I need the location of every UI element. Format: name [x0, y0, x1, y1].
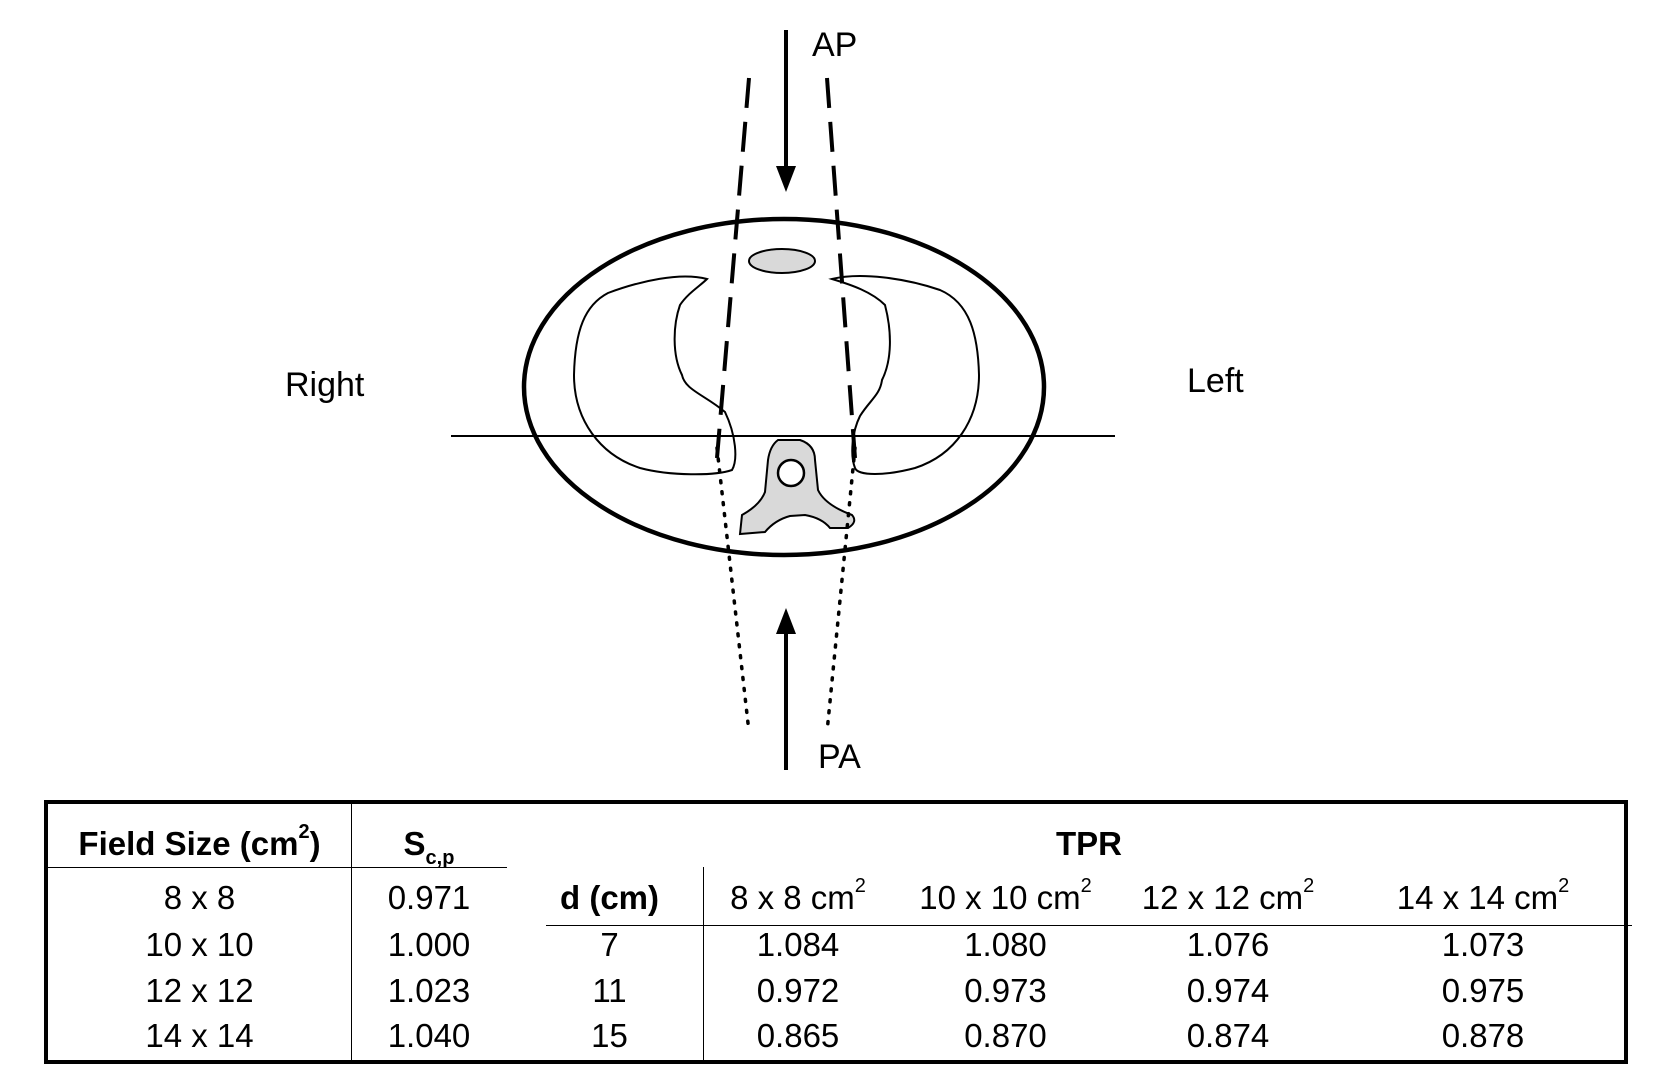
- tpr-value-cell: 0.975: [1441, 972, 1525, 1009]
- scp-cell: 1.000: [387, 926, 471, 963]
- tpr-value-cell: 0.973: [964, 972, 1047, 1009]
- tpr-value-cell: 0.865: [756, 1017, 840, 1054]
- ap-beam-field-edges: [715, 77, 857, 459]
- body-outline: [521, 216, 1047, 558]
- left-label: Left: [1187, 362, 1244, 400]
- scp-cell: 1.023: [387, 972, 471, 1009]
- tpr-value-cell: 0.974: [1186, 972, 1270, 1009]
- tpr-value-cell: 0.874: [1186, 1017, 1270, 1054]
- tpr-header: TPR: [1056, 825, 1122, 862]
- pa-label: PA: [818, 738, 861, 776]
- table-rule-tpr: [546, 925, 1632, 926]
- spinal-canal: [776, 458, 806, 488]
- tpr-value-cell: 1.076: [1186, 926, 1270, 963]
- ap-label: AP: [812, 26, 857, 64]
- tpr-value-cell: 0.870: [964, 1017, 1047, 1054]
- patient-cross-section-diagram: AP PA Right Left: [285, 26, 1244, 776]
- tpr-value-cell: 1.073: [1441, 926, 1525, 963]
- field-size-header: Field Size (cm2): [78, 821, 321, 862]
- right-lung: [572, 275, 737, 476]
- pa-beam-arrow: [776, 608, 796, 770]
- pa-beam-field-edges: [715, 446, 857, 734]
- table-divider-depth: [703, 867, 704, 1060]
- tpr-col-header-12x12: 12 x 12 cm2: [1141, 875, 1315, 916]
- table-rule-scp: [351, 867, 507, 868]
- field-size-cell: 12 x 12: [145, 972, 254, 1009]
- scp-cell: 0.971: [387, 879, 471, 916]
- depth-cell: 11: [592, 972, 627, 1009]
- dosimetry-data-table: Field Size (cm2) Sc,p TPR d (cm) 8 x 8 c…: [44, 800, 1632, 1064]
- scp-cell: 1.040: [387, 1017, 471, 1054]
- depth-cell: 15: [591, 1017, 628, 1054]
- tpr-value-cell: 0.972: [756, 972, 840, 1009]
- table-rule-field-size: [48, 867, 351, 868]
- depth-header: d (cm): [560, 879, 659, 916]
- tpr-value-cell: 1.080: [964, 926, 1047, 963]
- tpr-value-cell: 1.084: [756, 926, 840, 963]
- ap-beam-arrow: [776, 30, 796, 192]
- tpr-col-header-8x8: 8 x 8 cm2: [730, 875, 866, 916]
- tpr-col-header-14x14: 14 x 14 cm2: [1396, 875, 1570, 916]
- table-divider-field-size: [351, 804, 352, 1060]
- vertebra: [738, 439, 856, 536]
- depth-cell: 7: [600, 926, 619, 963]
- sternum: [748, 248, 816, 274]
- right-label: Right: [285, 366, 365, 404]
- field-size-cell: 14 x 14: [145, 1017, 254, 1054]
- scp-header: Sc,p: [403, 825, 455, 869]
- tpr-col-header-10x10: 10 x 10 cm2: [919, 875, 1092, 916]
- tpr-value-cell: 0.878: [1441, 1017, 1525, 1054]
- field-size-cell: 8 x 8: [163, 879, 236, 916]
- field-size-cell: 10 x 10: [145, 926, 254, 963]
- left-lung: [828, 275, 981, 475]
